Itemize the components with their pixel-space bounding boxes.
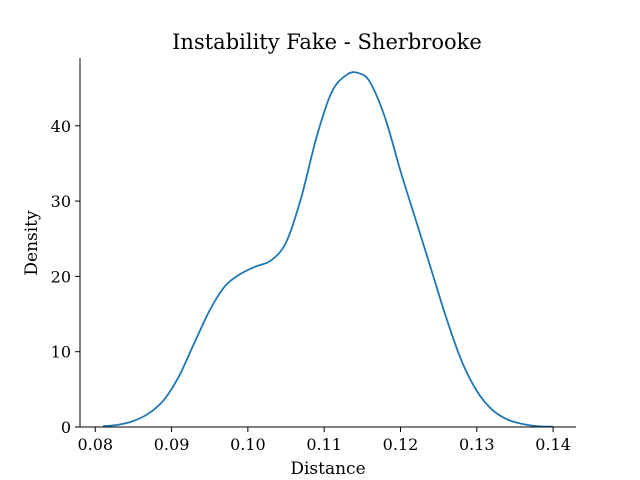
y-tick-label: 20 (51, 267, 71, 286)
chart-title: Instability Fake - Sherbrooke (172, 30, 482, 54)
y-axis-ticks: 0 10 20 30 40 (51, 117, 80, 437)
y-tick-label: 30 (51, 192, 71, 211)
x-axis-label: Distance (290, 459, 365, 479)
y-axis-label: Density (22, 210, 42, 276)
y-tick-label: 10 (51, 343, 71, 362)
x-tick-label: 0.13 (459, 435, 495, 454)
x-tick-label: 0.10 (230, 435, 266, 454)
x-tick-label: 0.12 (383, 435, 419, 454)
x-tick-label: 0.11 (306, 435, 342, 454)
y-tick-label: 0 (61, 418, 71, 437)
y-tick-label: 40 (51, 117, 71, 136)
density-curve (102, 71, 554, 428)
x-tick-label: 0.09 (154, 435, 190, 454)
x-tick-label: 0.08 (77, 435, 113, 454)
x-axis-ticks: 0.08 0.09 0.10 0.11 0.12 0.13 0.14 (77, 427, 571, 454)
series-group (102, 71, 554, 428)
plot-area: 0.08 0.09 0.10 0.11 0.12 0.13 0.14 0 10 20 30 40 (51, 58, 576, 454)
x-tick-label: 0.14 (535, 435, 571, 454)
